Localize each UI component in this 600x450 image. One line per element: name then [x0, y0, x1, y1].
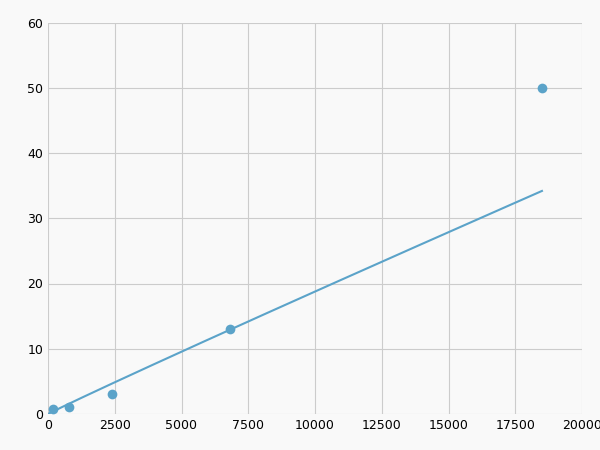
Point	[49, 406, 58, 413]
Point	[107, 391, 117, 398]
Point	[225, 326, 235, 333]
Point	[65, 404, 74, 411]
Point	[537, 84, 547, 91]
